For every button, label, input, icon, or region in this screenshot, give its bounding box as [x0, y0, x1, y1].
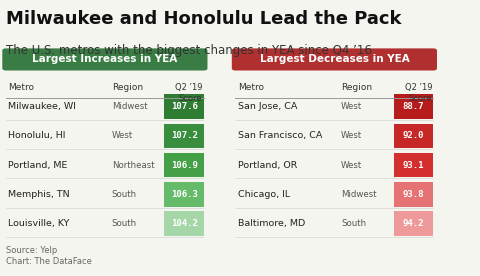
- FancyBboxPatch shape: [164, 182, 204, 206]
- Text: 107.2: 107.2: [171, 131, 198, 140]
- Text: West: West: [341, 161, 362, 169]
- Text: San Francisco, CA: San Francisco, CA: [238, 131, 322, 140]
- Text: The U.S. metros with the biggest changes in YEA since Q4 ’16: The U.S. metros with the biggest changes…: [6, 44, 372, 57]
- Text: Metro: Metro: [238, 83, 264, 92]
- Text: Source: Yelp
Chart: The DataFace: Source: Yelp Chart: The DataFace: [6, 246, 92, 266]
- Text: Largest Increases in YEA: Largest Increases in YEA: [32, 54, 178, 65]
- FancyBboxPatch shape: [2, 48, 207, 70]
- Text: 92.0: 92.0: [403, 131, 424, 140]
- FancyBboxPatch shape: [164, 124, 204, 148]
- Text: Midwest: Midwest: [112, 102, 147, 111]
- Text: 106.3: 106.3: [171, 190, 198, 199]
- Text: 93.8: 93.8: [403, 190, 424, 199]
- FancyBboxPatch shape: [232, 48, 437, 70]
- Text: 94.2: 94.2: [403, 219, 424, 228]
- Text: 104.2: 104.2: [171, 219, 198, 228]
- Text: Baltimore, MD: Baltimore, MD: [238, 219, 305, 228]
- FancyBboxPatch shape: [164, 211, 204, 236]
- Text: Milwaukee, WI: Milwaukee, WI: [8, 102, 76, 111]
- Text: Northeast: Northeast: [112, 161, 154, 169]
- Text: Metro: Metro: [8, 83, 34, 92]
- Text: 93.1: 93.1: [403, 161, 424, 169]
- Text: Largest Decreases in YEA: Largest Decreases in YEA: [260, 54, 409, 65]
- Text: Q2 ’19
Score: Q2 ’19 Score: [405, 83, 432, 103]
- FancyBboxPatch shape: [394, 153, 433, 177]
- Text: Milwaukee and Honolulu Lead the Pack: Milwaukee and Honolulu Lead the Pack: [6, 10, 401, 28]
- FancyBboxPatch shape: [164, 94, 204, 119]
- Text: Region: Region: [341, 83, 372, 92]
- FancyBboxPatch shape: [394, 124, 433, 148]
- Text: South: South: [112, 190, 137, 199]
- Text: West: West: [341, 131, 362, 140]
- Text: Region: Region: [112, 83, 143, 92]
- FancyBboxPatch shape: [164, 153, 204, 177]
- Text: South: South: [341, 219, 366, 228]
- Text: West: West: [112, 131, 133, 140]
- Text: Louisville, KY: Louisville, KY: [8, 219, 70, 228]
- Text: Portland, ME: Portland, ME: [8, 161, 68, 169]
- Text: 88.7: 88.7: [403, 102, 424, 111]
- Text: Portland, OR: Portland, OR: [238, 161, 297, 169]
- Text: West: West: [341, 102, 362, 111]
- Text: 106.9: 106.9: [171, 161, 198, 169]
- FancyBboxPatch shape: [394, 94, 433, 119]
- Text: Q2 ’19
Score: Q2 ’19 Score: [175, 83, 203, 103]
- Text: Midwest: Midwest: [341, 190, 377, 199]
- Text: San Jose, CA: San Jose, CA: [238, 102, 297, 111]
- FancyBboxPatch shape: [394, 211, 433, 236]
- Text: Memphis, TN: Memphis, TN: [8, 190, 70, 199]
- Text: Honolulu, HI: Honolulu, HI: [8, 131, 66, 140]
- Text: Chicago, IL: Chicago, IL: [238, 190, 290, 199]
- Text: South: South: [112, 219, 137, 228]
- Text: 107.6: 107.6: [171, 102, 198, 111]
- FancyBboxPatch shape: [394, 182, 433, 206]
